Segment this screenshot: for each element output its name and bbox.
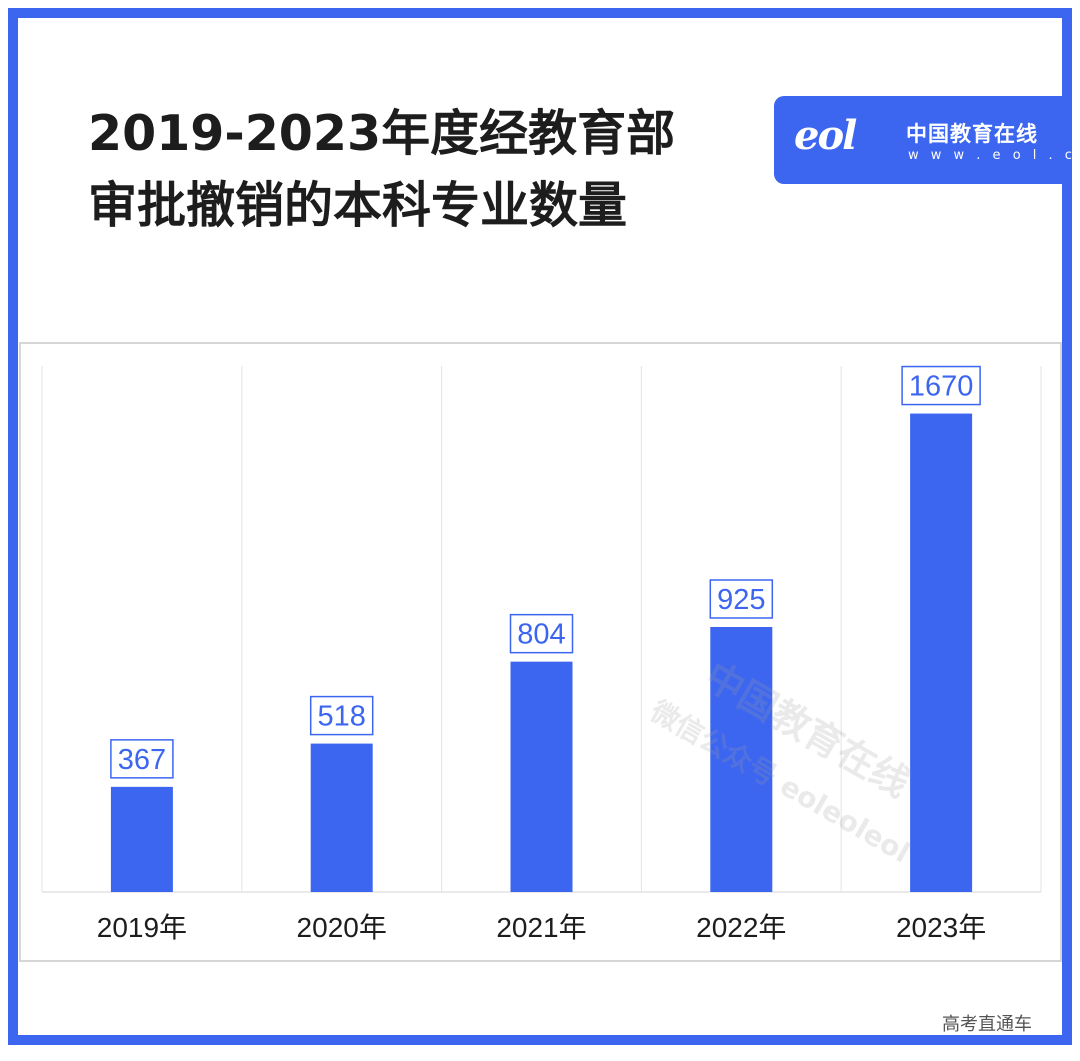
source-credit: 高考直通车 [942,1014,1032,1035]
data-label-box-0 [110,739,174,779]
data-label-3: 925 [717,584,765,616]
page-title: 2019-2023年度经教育部 审批撤销的本科专业数量 [85,98,680,242]
data-label-box-2 [509,613,574,654]
data-label-2: 804 [517,619,565,651]
data-label-1: 518 [318,701,366,733]
data-label-box-3 [709,579,774,619]
title-line-1: 2019-2023年度经教育部 [88,105,676,162]
eol-logo-mark: eol [794,112,857,159]
eol-logo-url: w w w . e o l . c n [908,148,1080,163]
x-tick-label-0: 2019年 [97,912,187,943]
data-label-0: 367 [118,744,166,776]
title-line-2-text: 审批撤销的本科专业数量 [88,177,628,234]
bar-chart: 367 2019年 518 2020年 804 2021年 925 2022年 1670 2023… [19,342,1062,962]
x-tick-label-1: 2020年 [297,912,387,943]
data-label-box-1 [309,695,374,736]
x-tick-label-3: 2022年 [696,912,786,943]
x-tick-label-2: 2021年 [496,912,586,943]
bar-0 [110,786,173,892]
eol-logo-name: 中国教育在线 [906,122,1038,146]
bar-4 [910,413,973,892]
bar-1 [310,743,373,892]
bar-chart-svg: 367 2019年 518 2020年 804 2021年 925 2022年 1670 2023… [41,365,1042,943]
eol-logo: eol 中国教育在线 w w w . e o l . c n [774,96,1080,184]
data-label-4: 1670 [909,371,974,403]
data-label-box-4 [901,365,981,406]
x-tick-label-4: 2023年 [896,912,986,943]
bar-3 [710,626,773,892]
bar-2 [510,661,573,892]
title-line-2: 审批撤销的本科专业数量 [85,170,680,242]
